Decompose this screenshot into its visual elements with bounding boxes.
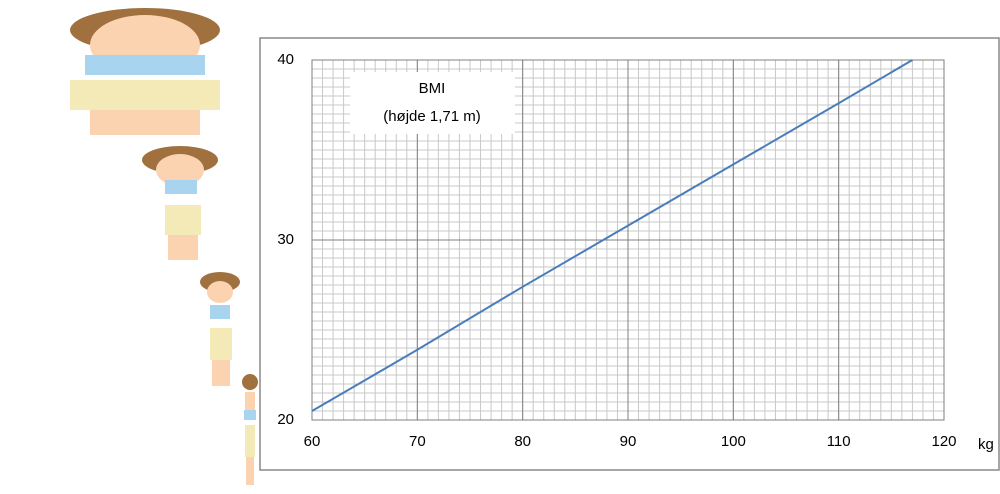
title-box: [350, 72, 515, 134]
x-tick-label: 60: [304, 433, 321, 450]
y-tick-label: 20: [277, 411, 294, 428]
data-line: [311, 59, 913, 412]
marks: [311, 59, 913, 412]
x-tick-label: 80: [514, 433, 531, 450]
chart-title: BMI: [419, 80, 446, 97]
x-tick-label: 110: [827, 433, 851, 450]
decoration-figures: [70, 8, 258, 485]
chart-subtitle: (højde 1,71 m): [383, 108, 481, 125]
x-axis-label: kg: [978, 436, 994, 453]
x-tick-label: 70: [409, 433, 426, 450]
plot-border: [311, 59, 945, 421]
x-tick-label: 100: [721, 433, 746, 450]
y-tick-label: 30: [277, 231, 294, 248]
x-tick-label: 90: [620, 433, 637, 450]
y-tick-label: 40: [277, 51, 294, 68]
x-tick-label: 120: [931, 433, 956, 450]
